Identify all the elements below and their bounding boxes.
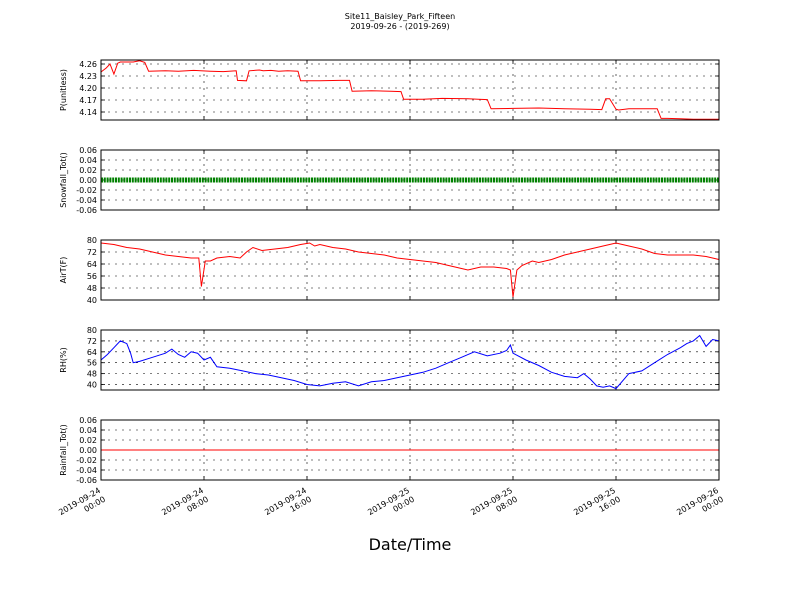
y-tick-label: 0.06 bbox=[79, 416, 97, 425]
y-tick-label: 0.02 bbox=[79, 436, 97, 445]
y-tick-label: -0.04 bbox=[76, 196, 97, 205]
x-tick-label: 2019-09-2600:00 bbox=[675, 486, 725, 526]
panel-2: 0.060.040.020.00-0.02-0.04-0.06 Snowfall_… bbox=[59, 146, 720, 215]
y-axis-label: Snowfall_Tot() bbox=[59, 152, 68, 208]
plot-frame bbox=[100, 239, 720, 301]
y-tick-label: 72 bbox=[87, 337, 97, 346]
panel-3: 80 72 64 56 48 40 AirT(F) bbox=[59, 236, 720, 305]
x-axis-label: Date/Time bbox=[369, 535, 452, 554]
y-tick-label: 4.14 bbox=[79, 108, 97, 117]
y-tick-label: -0.02 bbox=[76, 456, 97, 465]
y-tick-label: 0.00 bbox=[79, 176, 97, 185]
y-tick-label: 72 bbox=[87, 248, 97, 257]
data-series-line bbox=[100, 334, 720, 390]
y-tick-label: 0.04 bbox=[79, 426, 97, 435]
y-tick-label: 48 bbox=[87, 370, 97, 379]
y-tick-label: 4.20 bbox=[79, 84, 97, 93]
y-tick-label: 40 bbox=[87, 381, 97, 390]
y-tick-label: 4.23 bbox=[79, 72, 97, 81]
y-tick-label: 0.02 bbox=[79, 166, 97, 175]
plot-frame bbox=[100, 329, 720, 391]
chart-subtitle: 2019-09-26 - (2019-269) bbox=[350, 22, 449, 31]
y-tick-label: 48 bbox=[87, 284, 97, 293]
y-tick-label: 56 bbox=[87, 359, 97, 368]
plot-frame bbox=[100, 419, 720, 481]
x-tick-label: 2019-09-2408:00 bbox=[160, 486, 210, 526]
x-tick-label: 2019-09-2516:00 bbox=[572, 486, 622, 526]
panel-5: 0.060.040.020.00-0.02-0.04-0.06 Rainfall_… bbox=[59, 416, 720, 485]
y-axis-label: RH(%) bbox=[59, 347, 68, 372]
y-tick-label: 56 bbox=[87, 272, 97, 281]
chart-title: Site11_Baisley_Park_Fifteen bbox=[345, 12, 455, 21]
panel-4: 80 72 64 56 48 40 RH(%) bbox=[59, 326, 720, 391]
y-tick-label: 4.26 bbox=[79, 60, 97, 69]
plot-frame bbox=[100, 59, 720, 121]
y-tick-label: 80 bbox=[87, 236, 97, 245]
x-tick-label: 2019-09-2508:00 bbox=[469, 486, 519, 526]
y-tick-label: 0.06 bbox=[79, 146, 97, 155]
y-tick-label: -0.02 bbox=[76, 186, 97, 195]
y-axis-label: AirT(F) bbox=[59, 257, 68, 284]
y-tick-label: 80 bbox=[87, 326, 97, 335]
x-tick-label: 2019-09-2416:00 bbox=[263, 486, 313, 526]
y-tick-label: 0.04 bbox=[79, 156, 97, 165]
y-tick-label: 0.00 bbox=[79, 446, 97, 455]
plot-frame bbox=[100, 149, 720, 211]
x-axis-ticks: 2019-09-2400:00 2019-09-2408:00 2019-09-24… bbox=[57, 486, 725, 526]
y-tick-label: 64 bbox=[87, 348, 97, 357]
chart-panels: 4.264.234.204.174.14P(unitless)0.060.040… bbox=[59, 59, 720, 485]
y-tick-label: -0.06 bbox=[76, 206, 97, 215]
y-tick-label: -0.06 bbox=[76, 476, 97, 485]
x-tick-label: 2019-09-2400:00 bbox=[57, 486, 107, 526]
y-tick-label: 40 bbox=[87, 296, 97, 305]
panel-1: 4.26 4.23 4.20 4.17 4.14 P(unitless) bbox=[59, 59, 720, 121]
y-axis-label: Rainfall_Tot() bbox=[59, 424, 68, 476]
y-tick-label: 64 bbox=[87, 260, 97, 269]
data-series-line bbox=[100, 60, 719, 120]
data-series-line bbox=[100, 242, 720, 298]
x-tick-label: 2019-09-2500:00 bbox=[366, 486, 416, 526]
y-tick-label: 4.17 bbox=[79, 96, 97, 105]
y-tick-label: -0.04 bbox=[76, 466, 97, 475]
y-axis-label: P(unitless) bbox=[59, 69, 68, 111]
